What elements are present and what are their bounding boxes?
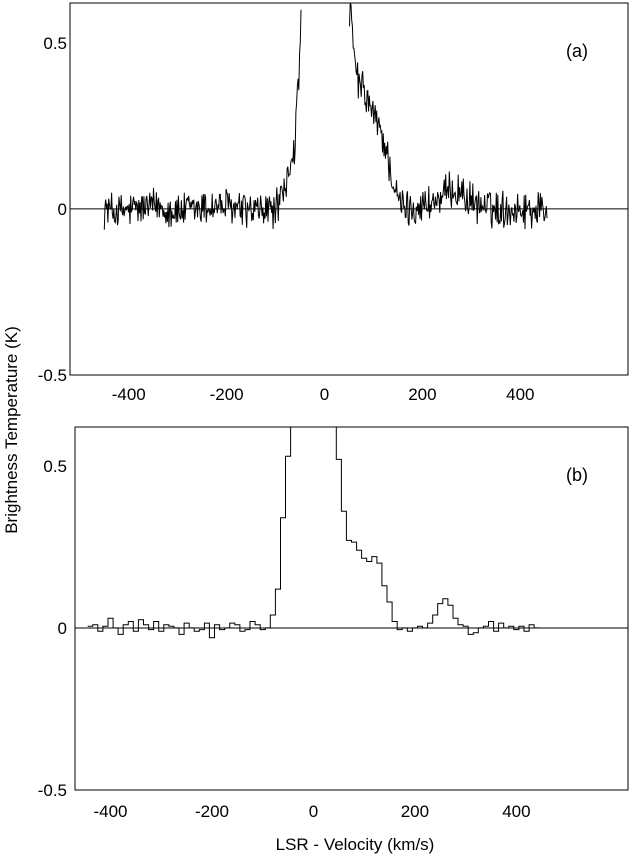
y-axis-title: Brightness Temperature (K): [2, 326, 21, 534]
panel-a: -400 -200 0 200 400 -0.5 0 0.5 (a): [38, 2, 629, 404]
panel-b-frame: [74, 426, 629, 791]
panel-a-x-tick-label: 400: [506, 385, 534, 404]
panel-a-x-tick-label: -200: [210, 385, 244, 404]
panel-b-x-tick-label: -400: [93, 802, 127, 821]
panel-b-ticks: -400 -200 0 200 400 -0.5 0 0.5: [38, 457, 531, 821]
x-axis-title: LSR - Velocity (km/s): [276, 835, 435, 854]
panel-b-spectrum-line: [87, 426, 540, 639]
panel-a-y-tick-label: 0.5: [43, 34, 67, 53]
panel-b-x-tick-label: 0: [309, 802, 318, 821]
panel-b-y-tick-label: 0.5: [43, 457, 67, 476]
panel-a-x-tick-label: 0: [320, 385, 329, 404]
panel-b-x-tick-label: -200: [195, 802, 229, 821]
panel-b-label: (b): [566, 465, 588, 485]
panel-a-x-tick-label: -400: [112, 385, 146, 404]
panel-a-ticks: -400 -200 0 200 400 -0.5 0 0.5: [38, 34, 535, 404]
panel-b-x-tick-label: 200: [401, 802, 429, 821]
panel-a-y-tick-label: 0: [58, 200, 67, 219]
panel-a-label: (a): [566, 41, 588, 61]
panel-b: -400 -200 0 200 400 -0.5 0 0.5 (b): [38, 426, 629, 821]
panel-a-spectrum-line: [103, 2, 548, 230]
panel-b-y-tick-label: 0: [58, 619, 67, 638]
panel-b-x-tick-label: 400: [502, 802, 530, 821]
panel-b-y-tick-label: -0.5: [38, 781, 67, 800]
panel-a-frame: [69, 2, 629, 376]
panel-a-y-tick-label: -0.5: [38, 366, 67, 385]
panel-a-x-tick-label: 200: [408, 385, 436, 404]
